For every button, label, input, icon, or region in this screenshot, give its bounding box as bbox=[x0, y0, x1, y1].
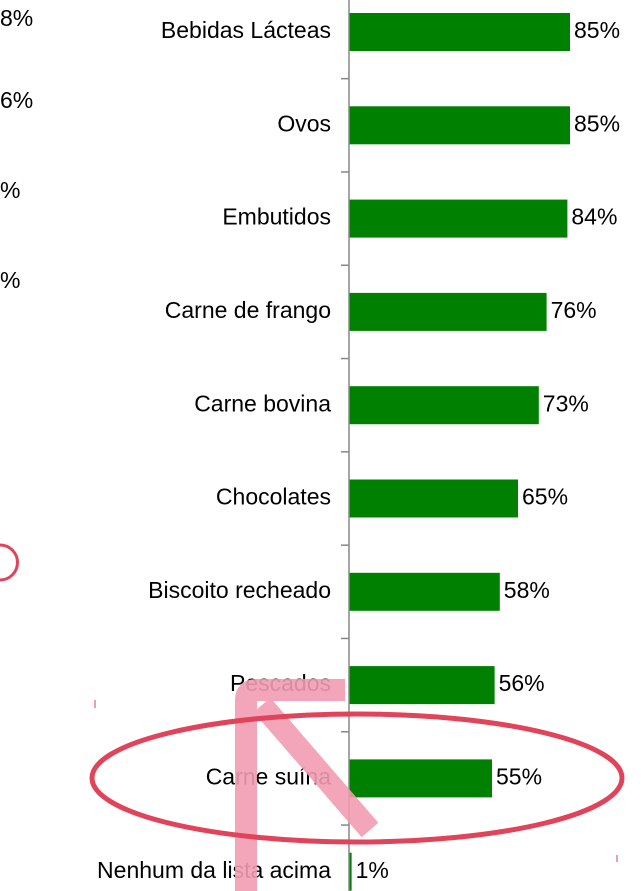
value-label: 65% bbox=[522, 484, 568, 510]
highlight-arc bbox=[0, 543, 19, 582]
category-label: Carne de frango bbox=[165, 297, 331, 323]
clipped-label: 8% bbox=[0, 5, 33, 31]
category-label: Ovos bbox=[277, 110, 331, 136]
clipped-label: % bbox=[0, 177, 20, 203]
category-label: Embutidos bbox=[222, 204, 331, 230]
value-label: 1% bbox=[356, 857, 389, 883]
bar bbox=[349, 199, 568, 238]
bar bbox=[349, 572, 500, 611]
value-label: 85% bbox=[574, 110, 620, 136]
value-label: 76% bbox=[551, 297, 597, 323]
value-label: 84% bbox=[571, 204, 617, 230]
highlight-ellipse bbox=[89, 711, 625, 845]
value-label: 58% bbox=[504, 577, 550, 603]
value-label: 73% bbox=[543, 390, 589, 416]
category-label: Carne bovina bbox=[194, 390, 331, 416]
category-label: Biscoito recheado bbox=[148, 577, 331, 603]
value-label: 85% bbox=[574, 17, 620, 43]
bar bbox=[349, 13, 570, 51]
bar bbox=[349, 479, 518, 518]
bar bbox=[349, 292, 547, 331]
clipped-label: 6% bbox=[0, 87, 33, 113]
highlight-arrow bbox=[235, 679, 379, 891]
bar bbox=[349, 666, 495, 705]
category-label: Bebidas Lácteas bbox=[161, 17, 331, 43]
bar bbox=[349, 852, 352, 891]
value-label: 55% bbox=[496, 763, 542, 789]
bar bbox=[349, 106, 570, 145]
category-label: Chocolates bbox=[216, 484, 331, 510]
clipped-label: % bbox=[0, 267, 20, 293]
category-label: Nenhum da lista acima bbox=[97, 857, 331, 883]
bar bbox=[349, 759, 492, 798]
value-label: 56% bbox=[499, 670, 545, 696]
bar bbox=[349, 386, 539, 425]
